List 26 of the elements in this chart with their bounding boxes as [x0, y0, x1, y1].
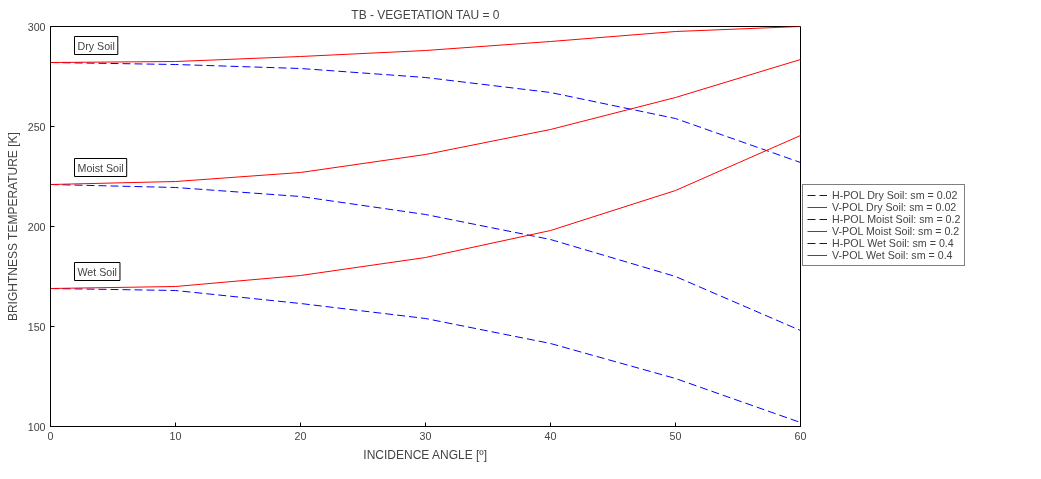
x-tick-label: 20: [294, 429, 307, 442]
x-tick-label: 40: [544, 429, 557, 442]
chart-title: TB - VEGETATION TAU = 0: [351, 7, 500, 22]
y-tick-label: 300: [27, 20, 46, 33]
y-tick-label: 150: [27, 320, 46, 333]
legend-label: V-POL Wet Soil: sm = 0.4: [832, 249, 953, 261]
annotation: Wet Soil: [77, 265, 117, 278]
x-tick-label: 10: [169, 429, 182, 442]
x-tick-label: 60: [794, 429, 807, 442]
y-tick-label: 100: [27, 420, 46, 433]
legend-label: V-POL Moist Soil: sm = 0.2: [832, 225, 960, 237]
x-tick-label: 0: [47, 429, 54, 442]
legend-label: H-POL Moist Soil: sm = 0.2: [832, 213, 961, 225]
annotation: Dry Soil: [77, 39, 115, 52]
legend-label: H-POL Wet Soil: sm = 0.4: [832, 237, 954, 249]
annotation: Moist Soil: [77, 161, 124, 174]
line-series: [50, 135, 801, 289]
y-axis-title: BRIGHTNESS TEMPERATURE [K]: [5, 132, 20, 322]
x-tick-label: 30: [419, 429, 432, 442]
legend-label: V-POL Dry Soil: sm = 0.02: [832, 201, 957, 213]
x-axis-title: INCIDENCE ANGLE [º]: [363, 447, 488, 462]
y-tick-label: 200: [27, 220, 46, 233]
x-tick-label: 50: [669, 429, 682, 442]
y-tick-label: 250: [27, 120, 46, 133]
legend-label: H-POL Dry Soil: sm = 0.02: [832, 189, 958, 201]
line-series: [50, 59, 801, 185]
